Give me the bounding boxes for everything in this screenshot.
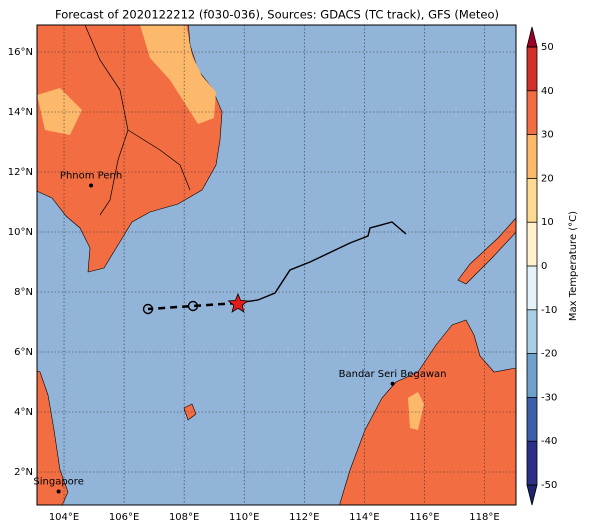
- colorbar-over: [526, 26, 538, 48]
- colorbar-tick-label: -40: [541, 436, 557, 447]
- city-label: Singapore: [33, 477, 83, 488]
- colorbar-tick-label: -50: [541, 480, 557, 491]
- tc-track: [142, 221, 407, 315]
- colorbar-tick-label: -20: [541, 349, 557, 360]
- colorbar-tick-label: 30: [541, 130, 554, 141]
- y-tick-label: 4°N: [14, 407, 33, 418]
- x-tick-label: 114°E: [349, 512, 379, 523]
- x-tick-label: 104°E: [49, 512, 79, 523]
- malay-peninsula: [37, 370, 69, 505]
- x-tick-label: 110°E: [229, 512, 259, 523]
- warm-area-west: [37, 88, 82, 135]
- colorbar-bin: [527, 266, 537, 310]
- current-position: [227, 292, 249, 313]
- colorbar-bin: [527, 441, 537, 485]
- colorbar-bin: [527, 397, 537, 442]
- graticule: [37, 25, 516, 505]
- map-title: Forecast of 2020122212 (f030-036), Sourc…: [55, 8, 499, 22]
- warm-area-borneo: [408, 392, 424, 430]
- y-tick-label: 8°N: [14, 287, 33, 298]
- colorbar-tick-label: 50: [541, 42, 554, 53]
- colorbar-bin: [527, 178, 537, 223]
- x-tick-label: 112°E: [289, 512, 319, 523]
- city-label: Phnom Penh: [60, 171, 122, 182]
- y-tick-label: 2°N: [14, 467, 33, 478]
- x-tick-label: 108°E: [169, 512, 199, 523]
- island: [183, 403, 197, 421]
- warm-area-north: [140, 25, 216, 124]
- y-tick-label: 12°N: [8, 167, 33, 178]
- city-marker: [89, 183, 94, 188]
- observed-track: [236, 221, 407, 304]
- city-label: Bandar Seri Begawan: [339, 369, 447, 380]
- y-tick-label: 14°N: [8, 107, 33, 118]
- colorbar-bin: [527, 309, 537, 354]
- colorbar-tick-label: 10: [541, 217, 554, 228]
- colorbar-tick-label: 40: [541, 86, 554, 97]
- colorbar-bin: [527, 90, 537, 135]
- colorbar-bin: [527, 222, 537, 266]
- land-layer: [37, 25, 516, 505]
- colorbar-bin: [527, 134, 537, 179]
- city-marker: [390, 381, 395, 386]
- x-tick-label: 118°E: [469, 512, 499, 523]
- map-frame: [36, 24, 517, 506]
- forecast-point: [187, 300, 199, 312]
- colorbar-tick-label: -10: [541, 305, 557, 316]
- colorbar-label: Max Temperature (°C): [568, 211, 579, 321]
- city-marker: [56, 489, 61, 494]
- x-tick-label: 116°E: [409, 512, 439, 523]
- colorbar-tick-label: 20: [541, 173, 554, 184]
- colorbar-bin: [527, 353, 537, 398]
- y-tick-label: 6°N: [14, 347, 33, 358]
- palawan: [457, 217, 516, 285]
- colorbar-bin: [527, 47, 537, 91]
- x-tick-label: 106°E: [109, 512, 139, 523]
- y-tick-label: 10°N: [8, 227, 33, 238]
- colorbar: -50 -40 -30 -20 -10 0 10 20 30 40 50 Max Temperatur…: [526, 26, 579, 506]
- forecast-track: [147, 301, 238, 311]
- colorbar-tick-label: -30: [541, 392, 557, 403]
- borneo: [339, 319, 516, 505]
- border: [127, 129, 191, 191]
- colorbar-under: [526, 484, 538, 506]
- forecast-point: [142, 303, 154, 315]
- y-tick-label: 16°N: [8, 47, 33, 58]
- colorbar-tick-label: 0: [541, 261, 547, 272]
